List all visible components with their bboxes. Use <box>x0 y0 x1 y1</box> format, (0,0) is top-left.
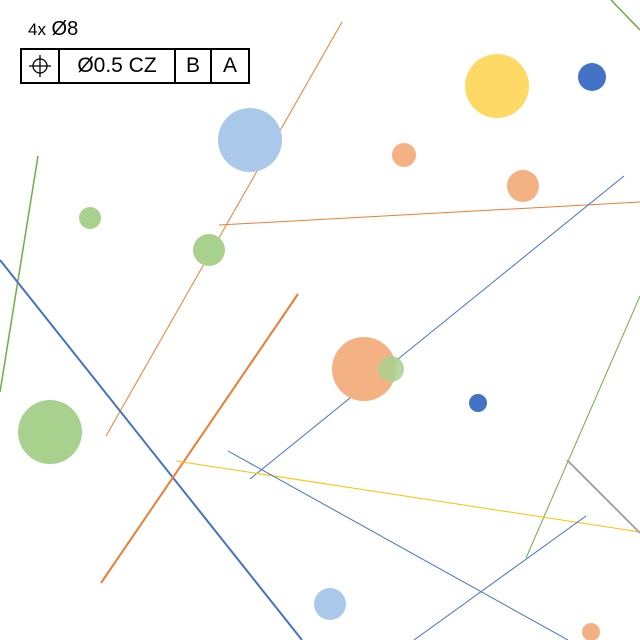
yellow-line <box>175 460 640 533</box>
green-circle <box>18 400 82 464</box>
orange-line <box>218 201 640 226</box>
datum-primary: B <box>176 50 212 82</box>
datum-secondary: A <box>222 54 237 77</box>
blue-line <box>413 515 587 640</box>
green-circle <box>378 356 404 382</box>
orange-line <box>100 293 299 584</box>
green-circle <box>79 207 101 229</box>
orange-line <box>105 21 343 437</box>
gray-line <box>566 459 640 534</box>
blue-line <box>249 175 625 480</box>
green-line <box>0 155 39 393</box>
green-circle <box>193 234 225 266</box>
green-line <box>610 0 640 31</box>
light-blue-circle <box>218 108 282 172</box>
feature-size: Ø8 <box>51 18 79 40</box>
yellow-circle <box>465 54 529 118</box>
tolerance-value: Ø0.5 CZ <box>60 50 176 82</box>
feature-control-frame: Ø0.5 CZ B A <box>20 48 250 84</box>
count-prefix: 4x <box>28 20 46 39</box>
feature-callout: 4x Ø8 <box>28 17 250 42</box>
light-blue-circle <box>314 588 346 620</box>
gdt-annotation: 4x Ø8 Ø0.5 CZ B A <box>20 17 250 84</box>
dark-blue-circle <box>469 394 487 412</box>
orange-circle <box>392 143 416 167</box>
blue-line <box>227 450 569 640</box>
green-line <box>525 295 640 559</box>
orange-circle <box>507 170 539 202</box>
orange-circle <box>332 337 396 401</box>
blue-line <box>0 259 303 640</box>
orange-circle <box>582 623 600 640</box>
position-icon <box>22 50 60 82</box>
dark-blue-circle <box>578 63 606 91</box>
